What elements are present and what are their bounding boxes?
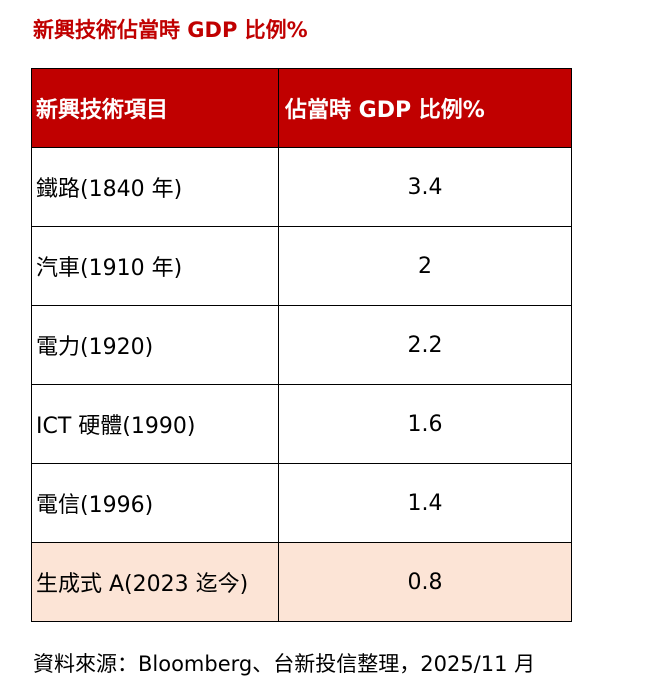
- table-row: ICT 硬體(1990) 1.6: [31, 384, 572, 464]
- source-note: 資料來源：Bloomberg、台新投信整理，2025/11 月: [33, 652, 536, 676]
- table-row: 鐵路(1840 年) 3.4: [31, 147, 572, 227]
- row-value: 2.2: [278, 305, 572, 385]
- table-row: 電信(1996) 1.4: [31, 463, 572, 543]
- table-row: 汽車(1910 年) 2: [31, 226, 572, 306]
- page-title: 新興技術佔當時 GDP 比例%: [33, 18, 308, 42]
- row-item: 鐵路(1840 年): [31, 147, 279, 227]
- row-item: 汽車(1910 年): [31, 226, 279, 306]
- row-value: 0.8: [278, 542, 572, 622]
- row-value: 3.4: [278, 147, 572, 227]
- row-item: 電信(1996): [31, 463, 279, 543]
- gdp-share-table: 新興技術項目 佔當時 GDP 比例% 鐵路(1840 年) 3.4 汽車(191…: [31, 68, 572, 622]
- table-row: 電力(1920) 2.2: [31, 305, 572, 385]
- table-header-row: 新興技術項目 佔當時 GDP 比例%: [31, 68, 572, 148]
- table-row-highlighted: 生成式 A(2023 迄今) 0.8: [31, 542, 572, 622]
- row-item: 生成式 A(2023 迄今): [31, 542, 279, 622]
- header-value: 佔當時 GDP 比例%: [278, 68, 572, 148]
- row-value: 2: [278, 226, 572, 306]
- row-value: 1.4: [278, 463, 572, 543]
- header-item: 新興技術項目: [31, 68, 279, 148]
- row-item: ICT 硬體(1990): [31, 384, 279, 464]
- row-value: 1.6: [278, 384, 572, 464]
- row-item: 電力(1920): [31, 305, 279, 385]
